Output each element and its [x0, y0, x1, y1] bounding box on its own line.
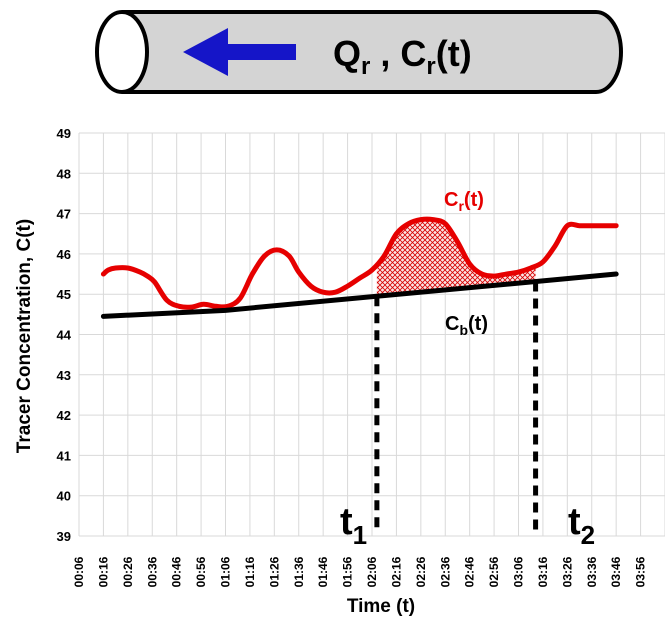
x-tick-label: 03:46 [609, 556, 623, 587]
pipe-opening [95, 10, 149, 94]
x-tick-labels: 00:06 00:16 00:26 00:36 00:46 00:56 01:06 01:16… [72, 556, 648, 587]
x-tick-label: 03:26 [560, 556, 574, 587]
y-tick-label: 47 [57, 207, 71, 222]
x-tick-label: 03:16 [536, 556, 550, 587]
y-tick-label: 42 [57, 408, 71, 423]
series-lines [100, 216, 619, 319]
y-tick-labels: 39 40 41 42 43 44 45 46 47 48 49 [57, 126, 72, 544]
cb-series-line [100, 271, 619, 319]
y-tick-label: 40 [57, 489, 71, 504]
x-tick-label: 01:56 [341, 556, 355, 587]
y-axis-label: Tracer Concentration, C(t) [14, 219, 35, 453]
y-tick-label: 45 [57, 287, 71, 302]
x-tick-label: 03:06 [512, 556, 526, 587]
t2-label: t2 [568, 501, 595, 550]
x-tick-label: 03:56 [634, 556, 648, 587]
x-tick-label: 00:26 [121, 556, 135, 587]
t1-label: t1 [340, 501, 367, 550]
x-tick-label: 00:46 [170, 556, 184, 587]
x-axis-label: Time (t) [347, 596, 415, 617]
x-tick-label: 02:06 [365, 556, 379, 587]
flow-arrow-icon [183, 28, 296, 76]
pipe-diagram: Qr , Cr(t) [95, 10, 623, 94]
x-tick-label: 01:36 [292, 556, 306, 587]
y-tick-label: 41 [57, 448, 71, 463]
x-tick-label: 02:46 [463, 556, 477, 587]
cb-series-label: Cb(t) [445, 313, 488, 338]
x-tick-label: 02:36 [438, 556, 452, 587]
x-tick-label: 02:26 [414, 556, 428, 587]
x-tick-label: 01:16 [243, 556, 257, 587]
x-tick-label: 00:06 [72, 556, 86, 587]
x-tick-label: 00:36 [145, 556, 159, 587]
x-tick-label: 01:46 [316, 556, 330, 587]
pipe-body [122, 10, 623, 94]
y-tick-label: 39 [57, 529, 71, 544]
x-tick-label: 02:56 [487, 556, 501, 587]
y-tick-label: 43 [57, 368, 71, 383]
x-tick-label: 02:16 [389, 556, 403, 587]
x-tick-label: 00:16 [96, 556, 110, 587]
cr-series-line [100, 216, 619, 310]
x-tick-label: 00:56 [194, 556, 208, 587]
y-tick-label: 48 [57, 166, 71, 181]
time-markers [374, 281, 539, 530]
cr-series-label: Cr(t) [444, 189, 484, 214]
y-tick-label: 49 [57, 126, 71, 141]
x-tick-label: 03:36 [585, 556, 599, 587]
flow-label: Qr , Cr(t) [333, 33, 472, 80]
y-tick-label: 44 [57, 328, 72, 343]
y-tick-label: 46 [57, 247, 71, 262]
grid [78, 132, 665, 537]
x-tick-label: 01:06 [219, 556, 233, 587]
x-tick-label: 01:26 [267, 556, 281, 587]
